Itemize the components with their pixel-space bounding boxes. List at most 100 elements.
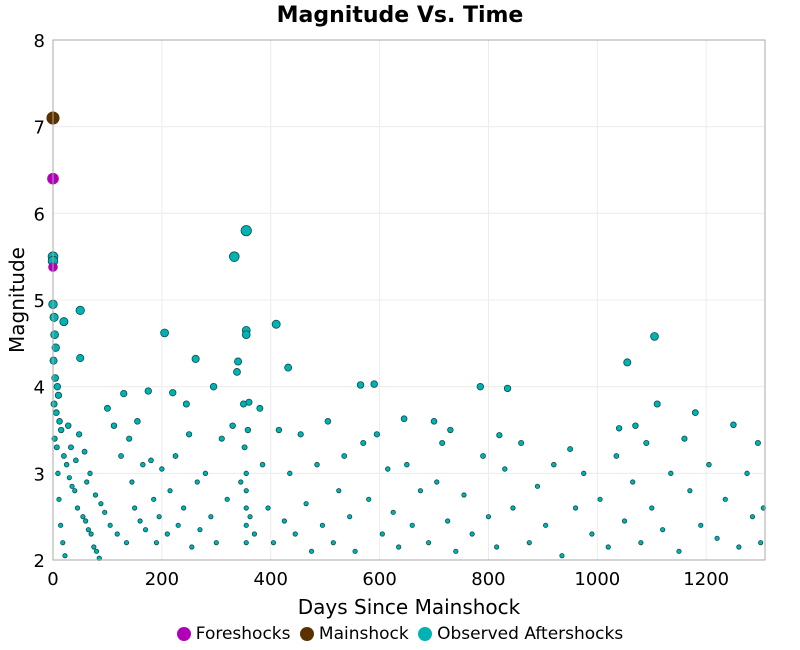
legend-label: Observed Aftershocks (437, 624, 624, 644)
data-point (534, 483, 541, 489)
data-point (445, 518, 451, 524)
data-point (461, 492, 467, 498)
data-point (243, 505, 249, 511)
data-point (292, 531, 298, 537)
data-point (370, 380, 378, 388)
y-axis-label: Magnitude (5, 247, 29, 353)
x-tick-label: 400 (254, 569, 288, 590)
data-point (118, 453, 124, 459)
data-point (153, 540, 160, 546)
data-point (400, 415, 408, 423)
data-point (189, 544, 195, 550)
data-point (156, 514, 162, 520)
data-point (760, 505, 766, 511)
data-point (543, 522, 549, 528)
data-point (597, 496, 603, 502)
data-point (93, 548, 100, 554)
x-tick-label: 1200 (683, 569, 729, 590)
data-point (62, 553, 68, 559)
x-axis-label: Days Since Mainshock (298, 595, 521, 619)
data-point (347, 514, 353, 520)
data-point (605, 544, 611, 550)
data-point (241, 330, 251, 339)
data-point (396, 544, 402, 550)
data-point (649, 505, 655, 511)
data-point (59, 317, 69, 327)
data-point (61, 453, 67, 459)
data-point (650, 332, 659, 341)
data-point (341, 453, 348, 459)
legend-item-mainshock: Mainshock (299, 624, 409, 644)
data-point (314, 461, 320, 468)
y-tick-label: 7 (34, 118, 45, 139)
y-tick-label: 4 (34, 378, 45, 399)
data-point (58, 522, 64, 528)
data-point (208, 514, 214, 520)
data-point (241, 444, 248, 451)
data-point (185, 431, 193, 438)
data-point (496, 432, 503, 439)
data-point (103, 404, 111, 412)
data-point (98, 501, 104, 507)
data-point (60, 540, 66, 546)
data-point (50, 330, 59, 339)
data-point (175, 522, 181, 528)
data-point (632, 422, 639, 429)
data-point (54, 391, 63, 399)
y-tick-label: 2 (34, 551, 45, 572)
foreshock-marker-icon (176, 627, 191, 641)
data-point (159, 466, 165, 472)
data-point (284, 363, 293, 372)
data-point (259, 461, 266, 468)
data-point (653, 400, 661, 408)
ticks: 0 200 400 600 800 1000 1200 2 3 4 5 6 7 8 (34, 31, 730, 590)
data-point (164, 531, 170, 537)
data-point (243, 540, 249, 546)
data-point (256, 404, 264, 412)
data-point (621, 518, 628, 524)
data-point (668, 470, 674, 476)
y-tick-label: 5 (34, 291, 45, 312)
data-point (114, 531, 120, 537)
data-point (385, 466, 391, 472)
scatter-plot: Magnitude Vs. Time 0 200 400 600 800 1000 1200… (5, 3, 766, 619)
data-point (80, 514, 86, 520)
data-point (172, 453, 179, 459)
x-tick-label: 1000 (574, 569, 620, 590)
data-point (75, 305, 85, 316)
x-tick-label: 0 (47, 569, 58, 590)
data-point (526, 540, 532, 546)
data-point (52, 409, 60, 417)
data-point (270, 540, 277, 546)
data-point (72, 488, 78, 494)
data-point (229, 422, 236, 429)
data-point (67, 444, 74, 451)
data-point (722, 496, 728, 502)
y-tick-label: 6 (34, 204, 45, 225)
data-point (194, 479, 200, 485)
data-point (308, 548, 315, 554)
mainshock-marker-icon (299, 627, 314, 641)
data-point (234, 357, 243, 366)
data-point (243, 488, 249, 494)
data-point (447, 426, 454, 434)
data-point (56, 496, 62, 502)
data-point (247, 514, 253, 520)
data-point (373, 431, 381, 438)
data-point (559, 553, 565, 559)
data-point (57, 426, 65, 434)
data-point (730, 421, 737, 429)
data-point (589, 531, 595, 537)
data-point (202, 470, 209, 476)
data-point (352, 548, 358, 554)
data-point (49, 356, 58, 365)
aftershock-marker-icon (418, 627, 433, 641)
data-point (404, 461, 410, 468)
data-point (485, 514, 492, 520)
data-point (480, 453, 486, 459)
legend-item-aftershocks: Observed Aftershocks (418, 624, 623, 644)
data-point (73, 457, 79, 464)
x-tick-label: 200 (145, 569, 179, 590)
grid (52, 39, 765, 561)
